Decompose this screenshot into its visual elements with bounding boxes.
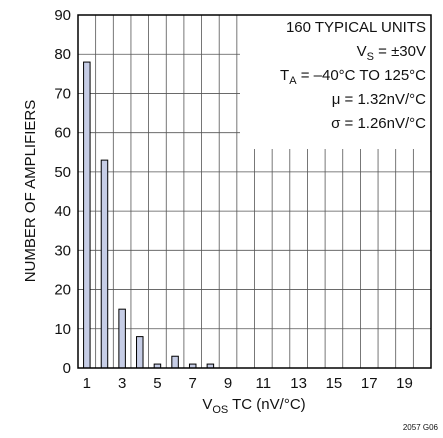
bar (83, 61, 91, 369)
x-tick-label: 9 (224, 375, 232, 392)
y-tick-label: 0 (63, 360, 71, 377)
y-tick-label: 90 (54, 7, 71, 24)
bar (100, 159, 109, 369)
y-tick-label: 60 (54, 125, 71, 142)
bar (118, 308, 126, 369)
y-tick-label: 20 (54, 282, 71, 299)
annotation-supply: VS = ±30V (357, 43, 426, 63)
y-tick-label: 70 (54, 85, 71, 102)
bar (136, 336, 144, 369)
y-tick-label: 80 (54, 46, 71, 63)
x-axis-label: VOS TC (nV/°C) (202, 396, 305, 416)
x-tick-label: 13 (290, 375, 307, 392)
x-tick-labels: 1 3 5 7 9 11 13 15 17 19 (83, 375, 413, 392)
figure-id: 2057 G06 (403, 423, 439, 432)
annotation-sigma: σ = 1.26nV/°C (331, 115, 426, 132)
x-tick-label: 17 (361, 375, 378, 392)
y-tick-labels: 0 10 20 30 40 50 60 70 80 90 (54, 7, 71, 377)
x-tick-label: 3 (118, 375, 126, 392)
x-tick-label: 19 (396, 375, 413, 392)
y-axis-label: NUMBER OF AMPLIFIERS (22, 100, 39, 283)
x-tick-label: 7 (189, 375, 197, 392)
y-tick-label: 30 (54, 242, 71, 259)
annotation-units: 160 TYPICAL UNITS (286, 19, 426, 36)
x-tick-label: 5 (153, 375, 161, 392)
y-tick-label: 40 (54, 203, 71, 220)
x-tick-label: 11 (256, 375, 272, 392)
annotation-temperature: TA = –40°C TO 125°C (280, 67, 426, 87)
x-tick-label: 1 (83, 375, 91, 392)
x-tick-label: 15 (326, 375, 343, 392)
y-tick-label: 50 (54, 164, 71, 181)
annotation-box (240, 15, 431, 149)
y-tick-label: 10 (54, 321, 71, 338)
bar (171, 355, 179, 369)
plot-frame (77, 14, 432, 369)
annotation-mean: μ = 1.32nV/°C (332, 91, 426, 108)
